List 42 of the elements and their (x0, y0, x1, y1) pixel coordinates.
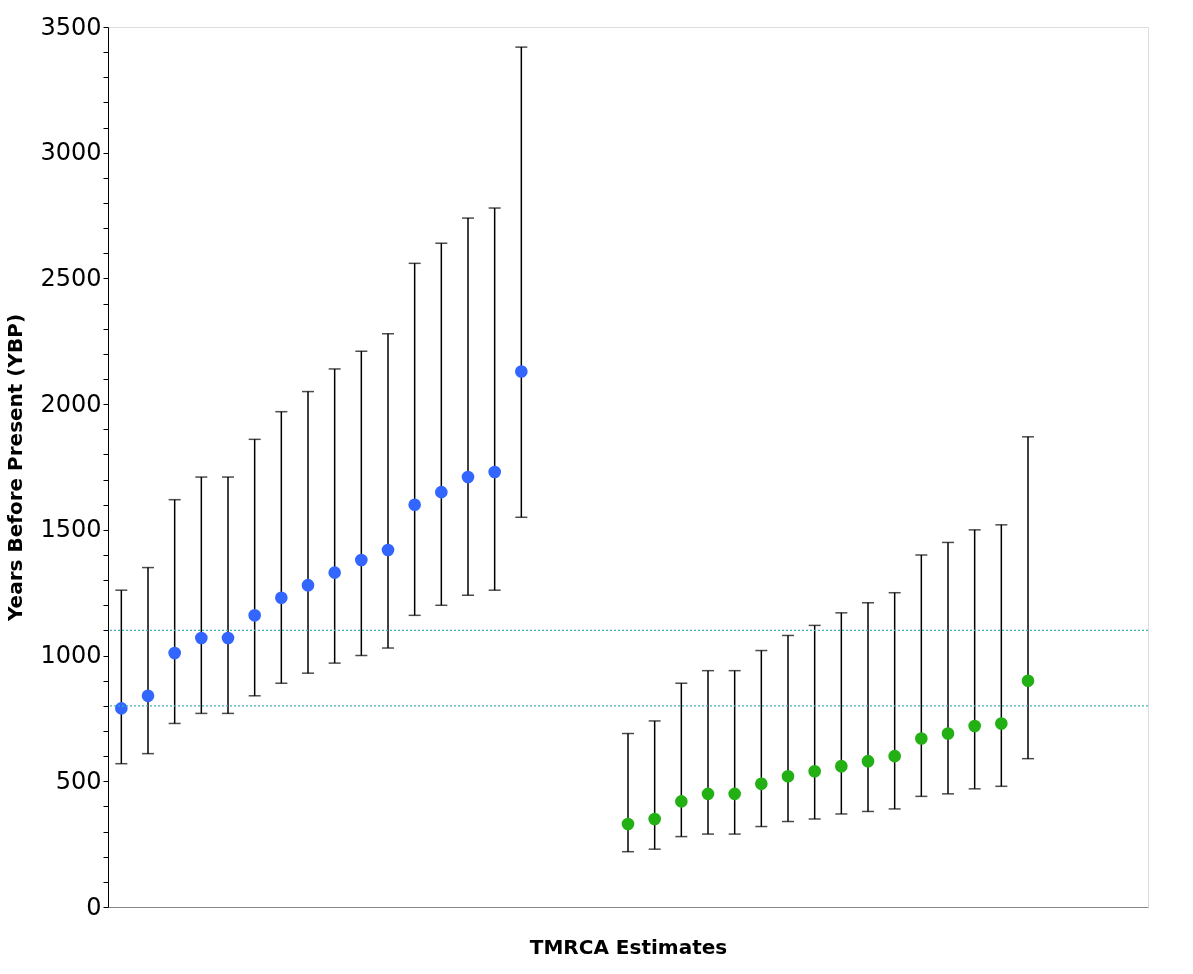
y-tick-label: 2000 (40, 389, 102, 418)
point (1021, 674, 1035, 688)
point (995, 717, 1008, 730)
point (835, 759, 848, 773)
y-tick-label: 1000 (40, 641, 102, 670)
point (621, 817, 635, 831)
point (408, 498, 421, 512)
point (941, 727, 955, 740)
point (808, 764, 821, 778)
y-tick-label: 500 (55, 766, 102, 795)
point (355, 553, 368, 567)
point (515, 365, 528, 378)
point (115, 702, 128, 715)
point (888, 749, 901, 763)
point (461, 470, 475, 484)
y-axis-title: Years Before Present (YBP) (3, 313, 28, 623)
point (141, 689, 155, 703)
point (675, 795, 688, 808)
point (488, 465, 501, 479)
point (968, 719, 981, 733)
point (701, 787, 715, 801)
point (381, 543, 395, 557)
y-tick-label: 0 (86, 892, 102, 921)
point (728, 787, 741, 801)
point (195, 631, 208, 645)
point (435, 485, 448, 499)
point (781, 769, 795, 783)
point (861, 754, 875, 768)
point (755, 777, 768, 791)
y-tick-label: 3000 (40, 138, 102, 167)
point (248, 609, 261, 622)
point (168, 646, 181, 660)
point (915, 732, 928, 745)
point (648, 812, 661, 826)
point (328, 566, 341, 579)
x-axis-title: TMRCA Estimates (529, 934, 728, 959)
point (221, 631, 235, 645)
y-tick-label: 1500 (40, 515, 102, 544)
y-tick-label: 3500 (40, 12, 102, 41)
point (275, 591, 288, 605)
point (301, 578, 315, 592)
y-tick-label: 2500 (40, 263, 102, 292)
